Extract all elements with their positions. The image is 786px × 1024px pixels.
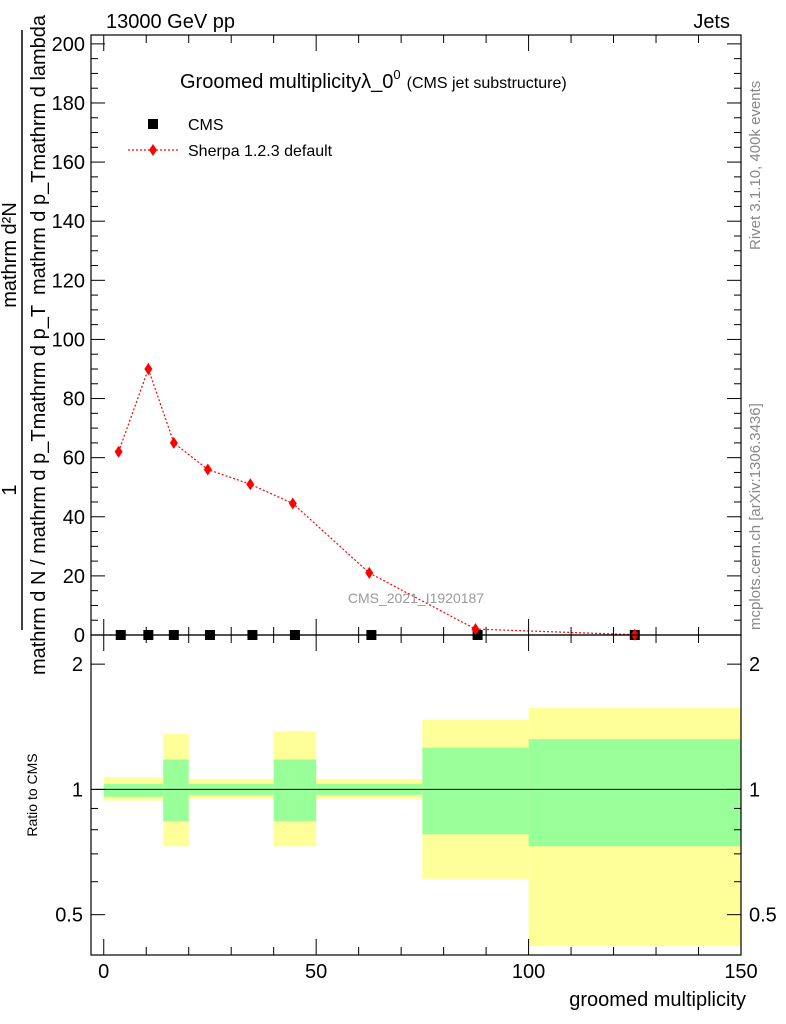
ratio-band-green [528,739,741,847]
x-tick-label: 0 [98,961,109,983]
x-tick-label: 100 [512,961,545,983]
ylabel-line-3: mathrm d N / mathrm d p_Tmathrm d p_T [28,305,50,675]
sherpa-point [169,436,178,449]
ratio-plot-frame [90,634,742,956]
ratio-band-green [273,759,317,821]
ratio-y-tick-label: 1 [72,779,83,801]
rivet-label: Rivet 3.1.10, 400k events [747,81,764,250]
y-tick-label: 200 [52,34,85,56]
sherpa-point [144,362,153,375]
sherpa-point [471,623,480,636]
sherpa-point [246,478,255,491]
header-left: 13000 GeV pp [106,11,235,33]
sherpa-point [365,566,374,579]
y-tick-label: 180 [52,93,85,115]
ylabel-numerator: 1 [0,484,21,495]
ratio-band-green [422,747,529,835]
ylabel-line-2: mathrm d p_Tmathrm d lambda [28,14,50,295]
main-title-text: Groomed multiplicityλ_0 [180,71,393,93]
y-tick-label: 40 [63,507,85,529]
y-tick-label: 100 [52,329,85,351]
ratio-y-tick-label-right: 0.5 [749,905,777,927]
x-tick-label: 50 [305,961,327,983]
ratio-y-tick-label: 2 [72,654,83,676]
ratio-y-tick-label-right: 1 [749,779,760,801]
main-title-paren: (CMS jet substructure) [407,75,567,92]
ratio-y-tick-label-right: 2 [749,654,760,676]
sherpa-point [203,463,212,476]
y-tick-label: 60 [63,448,85,470]
ratio-ylabel: Ratio to CMS [24,753,40,836]
ylabel-line-1: mathrm d²N [0,202,21,308]
xlabel: groomed multiplicity [569,989,746,1011]
ratio-y-tick-label: 0.5 [55,905,83,927]
y-tick-label: 0 [74,625,85,647]
ratio-panel: 0.5 0.5 1 1 2 2 0 50 100 150 Ratio to CMS groomed… [24,634,777,1011]
sherpa-point [114,445,123,458]
main-title: Groomed multiplicityλ_00 (CMS jet substru… [180,67,567,93]
ratio-band-green [163,759,189,821]
legend-sherpa-marker [149,144,157,156]
legend-cms-label: CMS [188,117,224,134]
sherpa-point [288,497,297,510]
y-tick-label: 120 [52,270,85,292]
legend: CMS Sherpa 1.2.3 default [128,117,333,160]
sherpa-line [118,367,635,636]
ratio-band-green [103,784,164,797]
y-tick-label: 20 [63,566,85,588]
y-tick-label: 80 [63,389,85,411]
x-tick-label: 150 [724,961,757,983]
header-right: Jets [693,11,730,33]
watermark: CMS_2021_I1920187 [348,590,484,606]
y-tick-label: 140 [52,211,85,233]
y-tick-label: 160 [52,152,85,174]
legend-cms-marker [148,119,158,129]
mcplots-label: mcplots.cern.ch [arXiv:1306.3436] [747,403,764,630]
main-title-sup: 0 [393,67,400,82]
legend-sherpa-label: Sherpa 1.2.3 default [188,143,333,160]
